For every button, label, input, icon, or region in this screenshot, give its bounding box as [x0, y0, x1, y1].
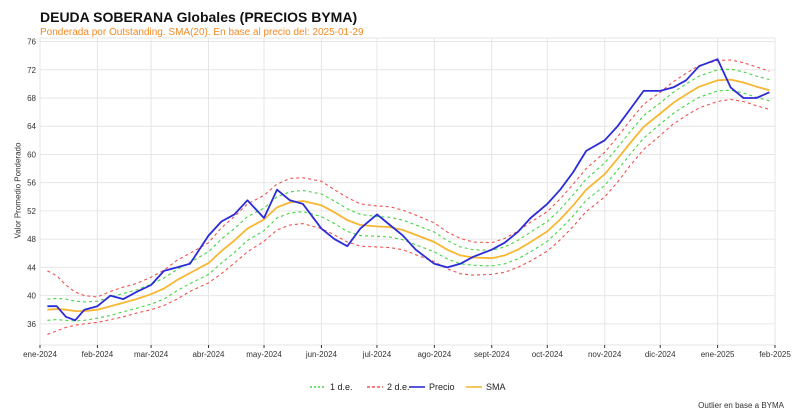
legend-label-2de: 2 d.e. — [387, 382, 410, 392]
legend-label-sma: SMA — [486, 382, 506, 392]
y-tick-label: 48 — [27, 235, 36, 244]
x-tick-label: nov-2024 — [588, 350, 622, 359]
x-tick-label: jul-2024 — [362, 350, 392, 359]
legend-label-precio: Precio — [429, 382, 455, 392]
legend-item-sma: SMA — [466, 382, 506, 392]
y-tick-label: 60 — [27, 150, 36, 159]
x-tick-label: feb-2024 — [82, 350, 114, 359]
y-tick-label: 68 — [27, 94, 36, 103]
y-tick-label: 52 — [27, 207, 36, 216]
series-line-2de-upper — [47, 59, 770, 298]
grid-layer — [39, 37, 776, 346]
x-tick-label: ene-2025 — [701, 350, 735, 359]
footnote: Outlier en base a BYMA — [698, 401, 784, 410]
series-line-precio — [47, 58, 770, 322]
x-tick-label: sept-2024 — [474, 350, 510, 359]
series-layer — [47, 58, 770, 335]
x-tick-label: abr-2024 — [192, 350, 225, 359]
x-tick-label: oct-2024 — [532, 350, 564, 359]
x-tick-label: ago-2024 — [417, 350, 451, 359]
series-line-1de-lower — [47, 89, 770, 322]
x-tick-label: dic-2024 — [645, 350, 676, 359]
legend-item-precio: Precio — [409, 382, 455, 392]
legend: 1 d.e. 2 d.e. Precio SMA — [310, 382, 506, 392]
y-tick-label: 36 — [27, 320, 36, 329]
y-tick-label: 40 — [27, 292, 36, 301]
y-tick-label: 72 — [27, 66, 36, 75]
axis-layer: 36 40 44 48 52 56 60 64 68 72 76 ene-2024 feb-2024 ma… — [23, 38, 791, 359]
y-tick-label: 56 — [27, 179, 36, 188]
x-tick-label: feb-2025 — [759, 350, 791, 359]
y-tick-label: 44 — [27, 263, 36, 272]
y-tick-label: 64 — [27, 122, 36, 131]
x-tick-label: jun-2024 — [305, 350, 338, 359]
chart-title: DEUDA SOBERANA Globales (PRECIOS BYMA) — [40, 9, 358, 25]
series-line-2de-lower — [47, 98, 770, 335]
x-tick-label: ene-2024 — [23, 350, 57, 359]
x-tick-label: mar-2024 — [134, 350, 169, 359]
legend-label-1de: 1 d.e. — [330, 382, 353, 392]
plot-frame — [39, 37, 776, 346]
x-tick-label: may-2024 — [246, 350, 282, 359]
legend-item-1de: 1 d.e. — [310, 382, 353, 392]
legend-item-2de: 2 d.e. — [367, 382, 410, 392]
chart-subtitle: Ponderada por Outstanding. SMA(20). En b… — [40, 27, 364, 38]
series-line-sma — [47, 78, 770, 313]
y-tick-label: 76 — [27, 38, 36, 47]
